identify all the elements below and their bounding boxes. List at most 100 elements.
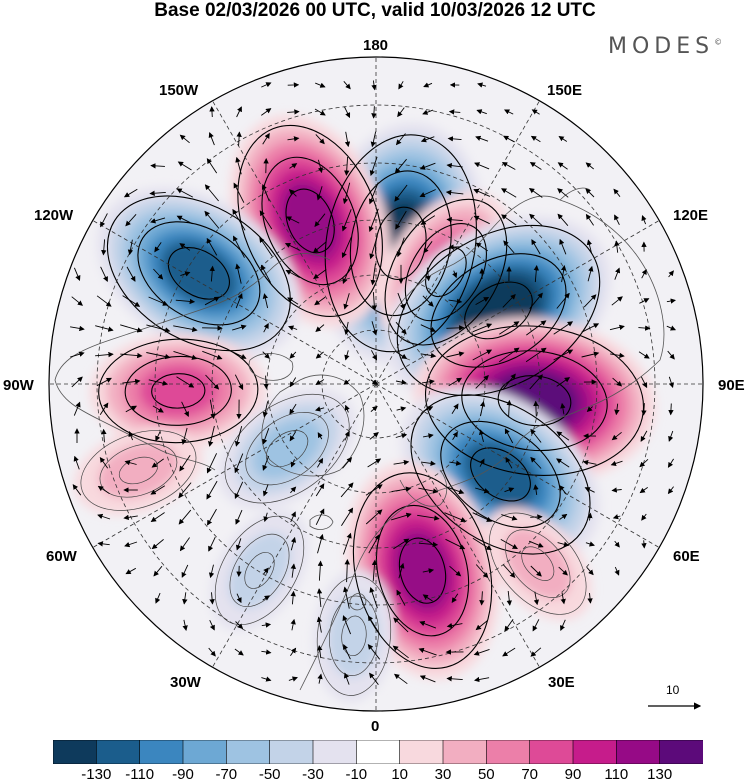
wind-vector <box>445 538 466 550</box>
lon-label-30w: 30W <box>170 674 201 691</box>
wind-vector <box>418 647 437 656</box>
wind-vector <box>504 428 514 444</box>
wind-vector <box>473 188 491 197</box>
wind-vector <box>125 567 137 575</box>
wind-vector <box>101 239 107 256</box>
wind-vector <box>530 428 542 443</box>
colorbar-tick-label: -90 <box>172 766 194 783</box>
wind-vector <box>449 565 462 577</box>
wind-vector <box>262 132 270 145</box>
wind-vector <box>395 133 406 146</box>
wind-vector <box>73 401 81 416</box>
anomaly-band <box>98 442 179 499</box>
wind-vector <box>263 323 269 333</box>
wind-vector <box>315 379 325 385</box>
wind-vector <box>528 540 544 548</box>
wind-vector <box>392 645 409 659</box>
wind-vector <box>557 213 569 226</box>
colorbar-tick-label: -70 <box>215 766 238 783</box>
wind-vector <box>395 321 407 335</box>
wind-vector <box>560 402 566 415</box>
wind-vector <box>585 188 595 198</box>
wind-vector <box>341 507 354 527</box>
wind-vector <box>420 136 435 143</box>
wind-vector <box>668 403 674 416</box>
wind-vector <box>263 375 269 390</box>
wind-vector <box>178 482 192 499</box>
colorbar-swatch <box>139 740 184 764</box>
wind-vector <box>290 486 297 494</box>
streamline-contour <box>329 595 379 676</box>
wind-vector <box>479 458 485 467</box>
wind-vector <box>261 649 272 655</box>
wind-vector <box>474 162 490 170</box>
wind-vector <box>262 293 269 309</box>
wind-vector <box>556 377 571 387</box>
wind-vector <box>152 405 164 413</box>
wind-vector <box>371 292 377 311</box>
wind-vector <box>560 619 566 632</box>
wind-vector <box>422 109 434 115</box>
wind-vector <box>236 593 242 604</box>
streamline-contour <box>440 420 561 529</box>
wind-vector <box>614 540 620 548</box>
wind-vector <box>344 350 350 361</box>
wind-vector <box>418 487 439 494</box>
wind-vector <box>370 131 377 148</box>
wind-vector <box>369 235 378 260</box>
brand-mark: © <box>714 37 723 47</box>
meridian-line <box>375 220 660 385</box>
wind-vector <box>371 350 378 361</box>
colorbar-swatch <box>616 740 661 764</box>
wind-vector <box>344 131 351 148</box>
wind-vector <box>475 374 489 389</box>
wind-vector <box>263 512 269 523</box>
wind-vector <box>99 456 109 469</box>
wind-vector <box>73 455 80 470</box>
wind-vector <box>553 349 574 361</box>
streamline-contour <box>106 195 291 352</box>
anomaly-band <box>160 241 237 306</box>
wind-vector <box>532 619 540 632</box>
colorbar-swatch <box>226 740 271 764</box>
wind-vector <box>288 676 298 682</box>
lon-label-180: 180 <box>363 37 389 54</box>
wind-vector <box>317 159 324 174</box>
wind-vector <box>475 242 488 252</box>
streamline-contour <box>244 552 275 589</box>
wind-vector <box>396 237 405 258</box>
colorbar-swatch <box>572 740 618 764</box>
wind-vector <box>151 539 164 550</box>
wind-vector <box>317 432 323 440</box>
wind-vector <box>371 80 377 91</box>
wind-vector <box>500 539 518 550</box>
wind-vector <box>422 295 434 307</box>
wind-vector <box>343 106 351 119</box>
wind-vector <box>444 512 467 523</box>
wind-vector <box>317 645 323 659</box>
wind-vector <box>204 296 220 306</box>
wind-vector <box>101 428 107 443</box>
wind-vector <box>371 559 378 582</box>
wind-vector <box>125 213 137 227</box>
wind-vector <box>261 183 270 202</box>
wind-vector <box>393 538 410 550</box>
wind-vector <box>446 217 463 223</box>
wind-vector <box>70 351 85 358</box>
wind-vector <box>587 512 593 521</box>
colorbar-swatch <box>529 740 574 764</box>
streamline-contour <box>404 223 487 322</box>
wind-vector <box>420 460 436 467</box>
lon-label-120w: 120W <box>34 207 74 224</box>
wind-vector <box>395 379 407 385</box>
wind-vector <box>288 325 298 331</box>
streamline-contour <box>237 124 383 317</box>
wind-vector <box>371 321 378 336</box>
wind-vector <box>259 210 273 230</box>
wind-vector <box>394 158 407 174</box>
wind-vector <box>181 427 188 445</box>
wind-vector <box>312 241 327 253</box>
lon-label-90e: 90E <box>718 377 745 394</box>
wind-vector <box>262 595 271 601</box>
wind-vector <box>479 401 486 417</box>
